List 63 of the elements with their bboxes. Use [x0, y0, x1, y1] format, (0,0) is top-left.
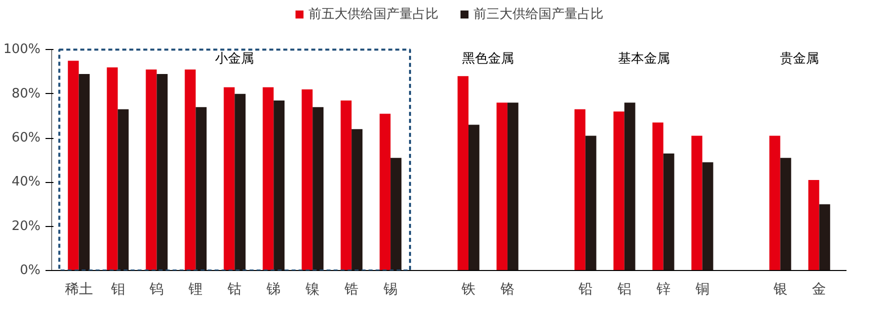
x-tick-label: 铁: [460, 282, 476, 298]
bar: [663, 153, 674, 270]
bar: [312, 107, 324, 270]
bar: [458, 76, 468, 270]
y-tick-label: 100%: [3, 42, 41, 58]
x-tick-label: 钨: [148, 282, 164, 298]
bar: [507, 102, 518, 270]
annotation: 小金属: [215, 52, 254, 67]
bar: [262, 87, 274, 270]
x-tick-label: 钼: [110, 282, 125, 298]
bar: [156, 74, 168, 270]
bar: [106, 67, 118, 270]
bar: [585, 136, 596, 270]
bar: [652, 122, 664, 270]
bar: [340, 100, 352, 270]
x-tick-label: 镍: [304, 282, 320, 298]
y-tick-label: 60%: [12, 130, 41, 146]
annotation: 黑色金属: [462, 52, 514, 67]
bar: [118, 109, 129, 270]
y-tick-label: 40%: [12, 174, 41, 190]
x-tick-label: 锑: [266, 282, 281, 298]
bar: [146, 70, 157, 270]
bar: [390, 158, 402, 270]
bar: [769, 136, 780, 270]
bar: [234, 94, 246, 270]
x-tick-label: 铅: [577, 282, 592, 298]
bar: [352, 129, 362, 270]
x-tick-label: 锌: [655, 282, 670, 298]
y-tick-label: 80%: [12, 86, 41, 102]
x-tick-label: 铝: [616, 282, 632, 298]
legend-label: 前五大供给国产量占比: [308, 6, 438, 23]
x-tick-label: 钴: [226, 282, 242, 298]
bar: [68, 60, 79, 270]
bar: [574, 109, 586, 270]
x-tick-label: 金: [812, 282, 826, 298]
bar: [808, 180, 820, 270]
bar: [780, 158, 792, 270]
x-tick-label: 锆: [344, 282, 359, 298]
x-tick-label: 银: [772, 282, 788, 298]
bar: [78, 74, 90, 270]
y-tick-label: 20%: [12, 218, 41, 234]
x-tick-label: 锂: [188, 282, 203, 298]
annotation: 贵金属: [780, 52, 820, 67]
legend-label: 前三大供给国产量占比: [474, 6, 604, 23]
bar: [691, 136, 702, 270]
bar: [468, 124, 480, 270]
bar: [184, 70, 196, 270]
bar: [819, 204, 830, 270]
y-tick-label: 0%: [20, 263, 40, 278]
bar: [624, 102, 636, 270]
x-tick-label: 铜: [694, 282, 710, 298]
bar: [496, 102, 508, 270]
bar: [224, 87, 235, 270]
x-tick-label: 铬: [499, 282, 514, 298]
bar: [702, 162, 714, 270]
bar: [380, 114, 391, 270]
x-tick-label: 锡: [382, 282, 398, 298]
annotation: 基本金属: [618, 52, 670, 67]
bar: [196, 107, 207, 270]
bar: [302, 89, 313, 270]
bar: [274, 100, 285, 270]
bar: [613, 112, 624, 270]
x-tick-label: 稀土: [64, 282, 93, 298]
